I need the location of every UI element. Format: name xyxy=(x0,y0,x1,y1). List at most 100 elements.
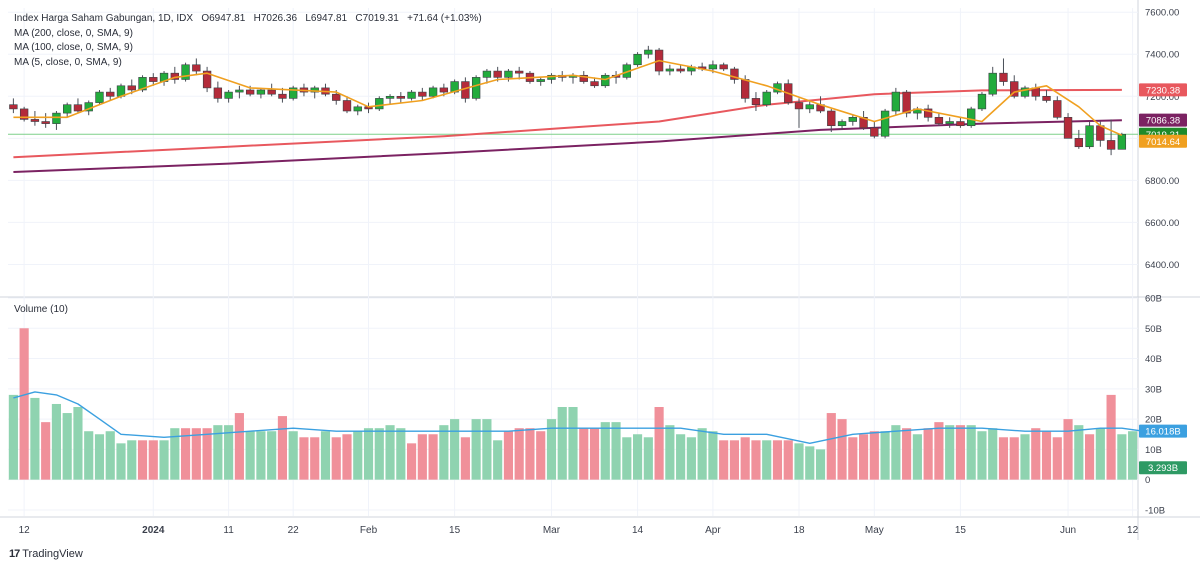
candle-body xyxy=(902,91,911,114)
volume-last-tag: 3.293B xyxy=(1148,463,1178,474)
candle-body xyxy=(676,68,685,72)
volume-bar xyxy=(998,437,1009,480)
candle-body xyxy=(644,49,653,55)
candle-body xyxy=(880,110,890,137)
price-tick-label: 7600.00 xyxy=(1145,8,1179,19)
tradingview-footer[interactable]: 17 TradingView xyxy=(9,548,83,560)
volume-bar xyxy=(288,431,298,480)
open-label: O xyxy=(201,13,210,24)
volume-tick-label: 20B xyxy=(1145,415,1162,426)
volume-bar xyxy=(557,407,567,480)
candle-body xyxy=(730,68,739,80)
candle-body xyxy=(827,110,836,127)
candle-body xyxy=(805,104,814,110)
legend-ma200[interactable]: MA (200, close, 0, SMA, 9) xyxy=(14,27,133,39)
volume-bar xyxy=(708,431,718,480)
candle-body xyxy=(1010,81,1019,97)
volume-bar xyxy=(353,431,363,480)
volume-bar xyxy=(1009,437,1019,480)
ma200-line xyxy=(13,88,1122,159)
candle-body xyxy=(63,104,72,114)
volume-bar xyxy=(41,422,51,480)
volume-bar xyxy=(579,428,589,480)
volume-ma-tag: 16.018B xyxy=(1145,427,1180,438)
volume-bar xyxy=(676,434,686,480)
volume-bar xyxy=(1128,431,1138,480)
volume-bar xyxy=(643,437,653,480)
volume-bar xyxy=(869,431,879,480)
price-tick-label: 6400.00 xyxy=(1145,260,1179,271)
volume-bar xyxy=(837,419,847,480)
legend-ma100[interactable]: MA (100, close, 0, SMA, 9) xyxy=(14,42,133,53)
volume-bar xyxy=(180,428,191,480)
time-tick-label: Feb xyxy=(360,525,378,536)
time-tick-label: 12 xyxy=(19,525,31,536)
volume-bar xyxy=(51,403,62,480)
ohlc-line: Index Harga Saham Gabungan, 1D, IDX O694… xyxy=(14,12,482,27)
ma200-price-tag: 7230.38 xyxy=(1146,85,1180,96)
candle-body xyxy=(837,121,847,127)
candle-body xyxy=(213,87,223,99)
ma5-price-tag-bg xyxy=(1139,134,1187,148)
candle-body xyxy=(1074,138,1083,148)
candle-body xyxy=(708,64,718,70)
volume-bar xyxy=(450,419,460,480)
volume-bar xyxy=(385,425,395,480)
volume-tick-label: 0 xyxy=(1145,475,1150,486)
volume-bar xyxy=(159,440,169,480)
time-tick-label: 14 xyxy=(632,525,644,536)
volume-bar xyxy=(815,449,826,480)
ma100-price-tag: 7086.38 xyxy=(1146,116,1180,127)
volume-bar xyxy=(439,425,449,480)
time-tick-label: 18 xyxy=(793,525,805,536)
candle-body xyxy=(590,81,599,87)
ma100-line xyxy=(13,119,1122,173)
volume-bar xyxy=(977,431,987,480)
volume-bar xyxy=(740,437,750,480)
volume-bar xyxy=(912,434,922,480)
ma200-price-tag-bg xyxy=(1139,83,1187,97)
volume-tick-label: -10B xyxy=(1145,505,1165,516)
candle-body xyxy=(665,68,675,72)
volume-bar xyxy=(600,422,610,480)
volume-bar xyxy=(493,440,503,480)
price-tick-label: 7200.00 xyxy=(1145,92,1179,103)
volume-bar xyxy=(406,443,417,480)
volume-bar xyxy=(1031,428,1041,480)
volume-bar xyxy=(310,437,320,480)
volume-bar xyxy=(331,437,341,480)
volume-ma-line xyxy=(13,391,1144,444)
volume-bar xyxy=(805,446,815,480)
candle-body xyxy=(848,117,857,122)
legend-ma5[interactable]: MA (5, close, 0, SMA, 9) xyxy=(14,56,122,68)
candle-body xyxy=(106,91,115,97)
volume-bar xyxy=(611,422,621,480)
volume-bar xyxy=(170,428,180,480)
candle-body xyxy=(988,72,997,95)
volume-bar xyxy=(826,413,836,480)
volume-bar xyxy=(460,437,470,480)
price-tick-label: 7400.00 xyxy=(1145,50,1179,61)
candle-body xyxy=(138,77,147,91)
volume-bar xyxy=(589,428,600,480)
candle-body xyxy=(41,121,50,124)
candle-body xyxy=(30,119,40,122)
candle-body xyxy=(310,87,319,93)
time-tick-label: 15 xyxy=(955,525,967,536)
volume-legend[interactable]: Volume (10) xyxy=(14,304,68,315)
close-label: C xyxy=(355,13,363,24)
candle-body xyxy=(202,70,212,89)
volume-bar xyxy=(546,419,557,480)
volume-bar xyxy=(105,431,115,480)
candle-body xyxy=(181,64,190,80)
candle-body xyxy=(192,64,201,72)
volume-bar xyxy=(514,428,524,480)
volume-bar xyxy=(8,394,18,480)
candle-body xyxy=(9,104,18,110)
candle-body xyxy=(504,70,513,78)
candle-body xyxy=(224,91,233,99)
volume-bar xyxy=(428,434,438,480)
candle-body xyxy=(375,98,384,110)
volume-bar xyxy=(191,428,201,480)
